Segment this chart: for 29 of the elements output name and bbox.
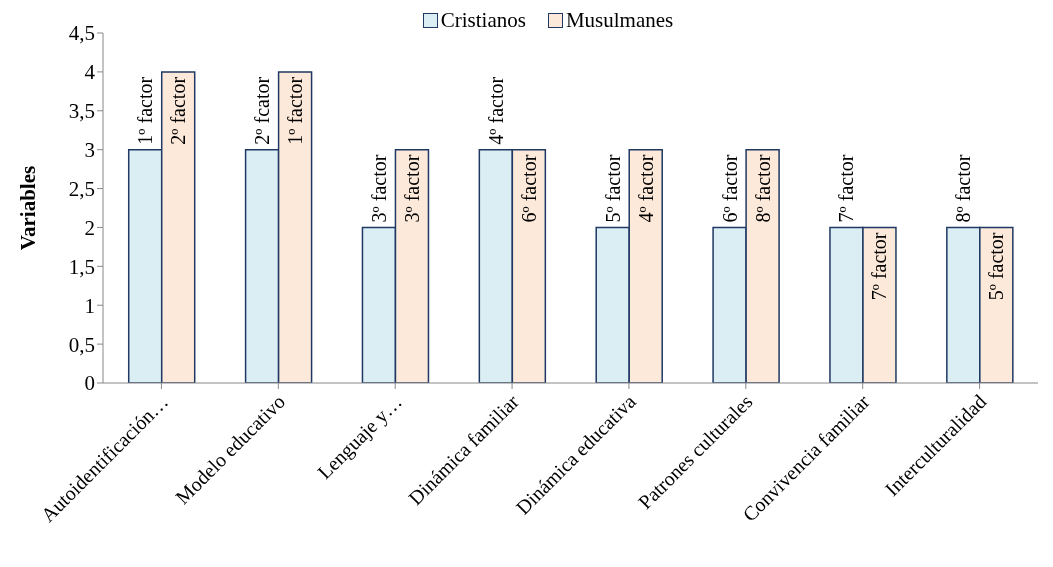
annotation: 1º factor xyxy=(134,76,157,145)
annotation: 3º factor xyxy=(400,154,423,223)
legend-label: Musulmanes xyxy=(564,8,674,33)
y-tick-label: 1,5 xyxy=(68,254,95,279)
annotation: 7º factor xyxy=(835,154,858,223)
y-tick-label: 0 xyxy=(84,371,95,396)
y-tick-label: 3,5 xyxy=(68,99,95,124)
annotation: 3º factor xyxy=(367,154,390,223)
y-tick-label: 4,5 xyxy=(68,21,95,46)
annotation: 1º factor xyxy=(284,76,307,145)
annotation: 2º factor xyxy=(167,76,190,145)
y-tick-label: 1 xyxy=(84,293,95,318)
annotation: 4º factor xyxy=(634,154,657,223)
annotation: 7º factor xyxy=(868,232,891,301)
annotation: 6º factor xyxy=(517,154,540,223)
y-tick-label: 2,5 xyxy=(68,177,95,202)
legend-label: Cristianos xyxy=(439,8,526,33)
y-tick-label: 0,5 xyxy=(68,332,95,357)
y-tick-label: 2 xyxy=(84,215,95,240)
annotation: 6º factor xyxy=(718,154,741,223)
y-tick-label: 3 xyxy=(84,138,95,163)
annotation: 4º factor xyxy=(484,76,507,145)
annotation: 5º factor xyxy=(601,154,624,223)
y-axis-title: Variables xyxy=(16,165,41,251)
annotation: 2º fcator xyxy=(251,76,274,145)
annotation: 8º factor xyxy=(751,154,774,223)
annotation: 8º factor xyxy=(952,154,975,223)
y-tick-label: 4 xyxy=(84,60,96,85)
annotation: 5º factor xyxy=(985,232,1008,301)
